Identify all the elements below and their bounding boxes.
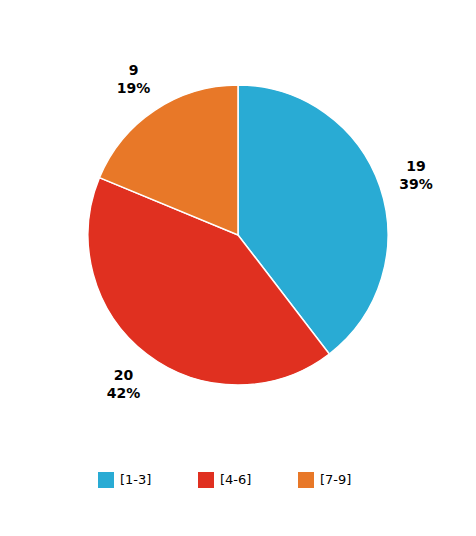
pie-slice [99, 85, 238, 235]
legend-label: [1-3] [120, 472, 151, 487]
legend-swatch [98, 472, 114, 488]
data-label-value: 19 [406, 158, 425, 174]
data-label-value: 20 [114, 367, 134, 383]
legend-swatch [198, 472, 214, 488]
data-label-share: 19% [117, 80, 151, 96]
legend: [1-3] [4-6] [7-9] [98, 472, 351, 489]
data-label-share: 42% [107, 385, 141, 401]
data-label: 2042% [107, 367, 141, 401]
legend-swatch [298, 472, 314, 488]
chart-container: 1939%2042%919%[1-3][4-6][7-9] [0, 0, 476, 536]
legend-item: [4-6] [198, 472, 251, 489]
data-label: 1939% [399, 158, 433, 192]
data-label-share: 39% [399, 176, 433, 192]
legend-item: [1-3] [98, 472, 151, 489]
data-label-value: 9 [129, 62, 139, 78]
legend-item: [7-9] [298, 472, 351, 489]
data-label: 919% [117, 62, 151, 96]
pie [88, 85, 388, 385]
data-labels: 1939%2042%919% [107, 62, 433, 401]
legend-label: [4-6] [220, 472, 251, 487]
chart-svg: 1939%2042%919%[1-3][4-6][7-9] [0, 0, 476, 536]
legend-label: [7-9] [320, 472, 351, 487]
